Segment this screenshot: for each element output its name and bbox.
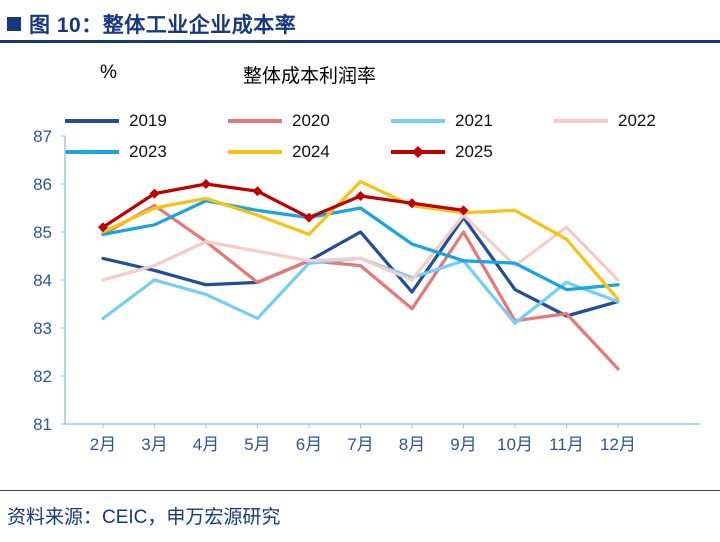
line-chart-plot: 81 82 83 84 85 86 87 2月 3月 4月 5月 6月 7月 8月 9月 10月 11月 12月 xyxy=(33,127,700,454)
legend-label: 2022 xyxy=(618,111,656,130)
source-note: 资料来源：CEIC，申万宏源研究 xyxy=(7,507,281,528)
legend-swatch-icon xyxy=(228,150,282,154)
legend-item-2024: 2024 xyxy=(227,142,390,162)
series-marker-2025 xyxy=(98,222,108,233)
legend-label: 2024 xyxy=(292,142,330,161)
x-tick-label: 3月 xyxy=(141,435,167,454)
x-tick-label: 2月 xyxy=(90,435,116,454)
y-axis-unit-label: % xyxy=(100,62,117,83)
legend-swatch-icon xyxy=(554,119,608,123)
legend-item-2020: 2020 xyxy=(227,111,390,131)
legend-swatch-icon xyxy=(228,119,282,123)
legend-item-2019: 2019 xyxy=(64,111,227,131)
figure-header: 图 10：整体工业企业成本率 xyxy=(7,9,296,39)
series-marker-2025 xyxy=(407,198,417,209)
series-marker-2025 xyxy=(355,191,366,201)
chart-legend: 2019 2020 2021 2022 2023 2024 2025 xyxy=(64,111,720,162)
x-tick-label: 10月 xyxy=(497,435,533,454)
legend-swatch-icon xyxy=(65,119,119,123)
x-tick-label: 5月 xyxy=(244,435,270,454)
series-marker-2025 xyxy=(458,205,469,216)
legend-item-2023: 2023 xyxy=(64,142,227,162)
x-tick-label: 4月 xyxy=(193,435,219,454)
series-line-2020 xyxy=(101,203,620,371)
legend-item-2021: 2021 xyxy=(390,111,553,131)
series-line-2019 xyxy=(101,215,620,318)
legend-swatch-icon xyxy=(391,146,445,158)
legend-swatch-icon xyxy=(65,150,119,154)
x-tick-label: 12月 xyxy=(600,435,636,454)
y-tick-label: 85 xyxy=(33,223,52,242)
series-line-2023 xyxy=(101,199,620,292)
series-line-2024 xyxy=(101,179,620,301)
y-tick-label: 84 xyxy=(33,271,52,290)
legend-label: 2019 xyxy=(129,111,167,130)
series-marker-2025 xyxy=(252,186,263,197)
y-tick-label: 87 xyxy=(33,127,52,146)
y-tick-label: 81 xyxy=(33,415,52,434)
x-tick-label: 8月 xyxy=(399,435,425,454)
series-line-2021 xyxy=(101,256,620,325)
legend-item-2025: 2025 xyxy=(390,142,553,162)
legend-swatch-icon xyxy=(391,119,445,123)
series-marker-2025 xyxy=(304,212,314,223)
title-underline xyxy=(0,40,720,43)
footer-divider xyxy=(0,490,720,491)
legend-item-2022: 2022 xyxy=(553,111,716,131)
legend-label: 2025 xyxy=(455,142,493,161)
series-marker-2025 xyxy=(201,179,211,189)
y-tick-label: 83 xyxy=(33,319,52,338)
y-tick-label: 86 xyxy=(33,175,52,194)
series-line-2025 xyxy=(101,182,466,229)
chart-title: 整体成本利润率 xyxy=(243,66,377,87)
series-marker-2025 xyxy=(149,188,160,199)
legend-label: 2020 xyxy=(292,111,330,130)
x-tick-label: 9月 xyxy=(450,435,476,454)
x-tick-label: 6月 xyxy=(296,435,322,454)
series-line-2022 xyxy=(101,213,620,282)
title-bullet-icon xyxy=(7,17,21,31)
x-tick-label: 11月 xyxy=(549,435,584,454)
legend-label: 2021 xyxy=(455,111,493,130)
figure-title: 图 10：整体工业企业成本率 xyxy=(29,14,297,37)
x-tick-label: 7月 xyxy=(347,435,373,454)
y-tick-label: 82 xyxy=(33,367,52,386)
legend-label: 2023 xyxy=(129,142,167,161)
